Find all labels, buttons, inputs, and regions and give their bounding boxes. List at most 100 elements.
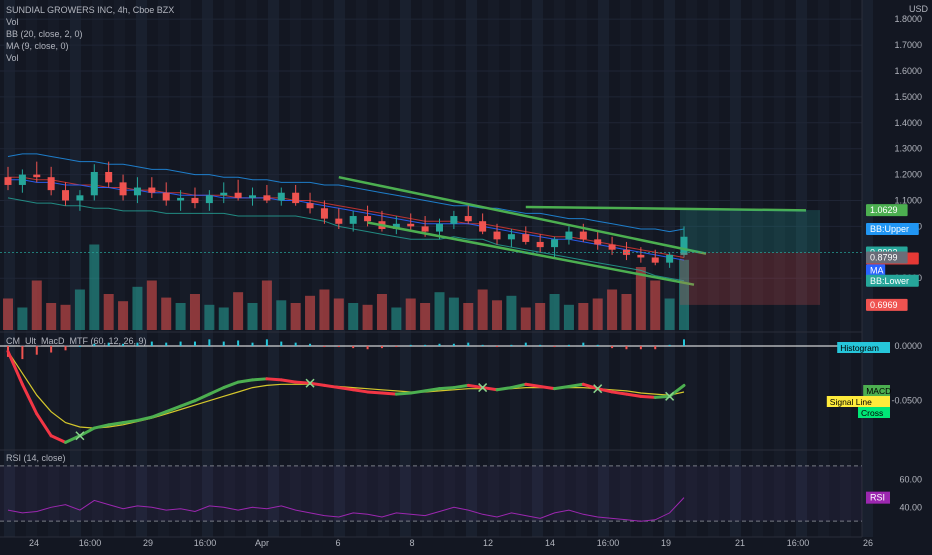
candle-body — [565, 231, 573, 240]
volume-bar — [679, 259, 689, 330]
session-stripe — [444, 0, 455, 537]
cross-marker — [665, 391, 675, 401]
candle-body — [594, 239, 602, 245]
price-label-text: MA — [870, 265, 884, 275]
macd-histogram-bar — [380, 345, 383, 349]
session-stripe — [642, 0, 653, 537]
macd-line-segment — [49, 434, 68, 444]
macd-histogram-bar — [611, 345, 614, 349]
session-stripe — [334, 0, 345, 537]
macd-line-segment — [6, 349, 24, 386]
volume-bar — [175, 303, 186, 330]
macd-label-tag — [858, 407, 890, 418]
macd-histogram-bar — [309, 343, 312, 346]
candle-body — [33, 174, 41, 178]
macd-histogram-bar — [337, 345, 340, 348]
macd-line-segment — [308, 381, 326, 387]
rsi-line — [7, 497, 685, 522]
candle-body — [62, 190, 70, 201]
session-stripe — [620, 0, 631, 537]
macd-line-segment — [251, 377, 269, 382]
macd-histogram-bar — [496, 345, 499, 348]
candle-body — [579, 231, 587, 240]
candle-body — [507, 234, 515, 240]
rsi-pane[interactable] — [0, 465, 862, 522]
candle-body — [421, 226, 429, 232]
session-stripe — [246, 0, 257, 537]
candle-body — [651, 257, 659, 263]
macd-histogram-bar — [251, 342, 254, 346]
legend-bb[interactable]: BB (20, close, 2, 0) — [6, 29, 83, 39]
volume-bar — [405, 298, 416, 330]
price-pane[interactable] — [0, 153, 862, 330]
macd-histogram-bar — [467, 342, 470, 346]
price-label-text: 0.8799 — [870, 253, 898, 263]
macd-line-segment — [481, 386, 499, 392]
macd-histogram-bar — [64, 345, 67, 351]
volume-bar — [290, 303, 301, 330]
macd-histogram-bar — [668, 344, 671, 346]
macd-histogram-bar — [193, 341, 196, 346]
rsi-tick-label: 60.00 — [899, 475, 922, 485]
legend-ma[interactable]: MA (9, close, 0) — [6, 41, 69, 51]
candle-body — [105, 172, 113, 183]
time-tick-label: 19 — [661, 538, 671, 548]
session-stripe — [840, 0, 851, 537]
price-label-tag — [866, 222, 919, 235]
candle-body — [464, 216, 472, 222]
volume-bar — [204, 304, 215, 330]
macd-histogram-bar — [639, 345, 642, 350]
volume-bar — [650, 280, 661, 330]
price-tick-label: 1.6000 — [894, 66, 922, 76]
volume-bar — [448, 297, 459, 330]
macd-histogram-bar — [567, 344, 570, 346]
macd-line-segment — [610, 390, 628, 396]
macd-line-segment — [20, 382, 39, 416]
volume-bar — [664, 298, 675, 330]
macd-histogram-bar — [179, 341, 182, 346]
chart-legend: SUNDIAL GROWERS INC, 4h, Cboe BZX Vol BB… — [6, 4, 174, 64]
time-tick-label: 8 — [409, 538, 414, 548]
volume-bar — [362, 304, 373, 330]
legend-vol-2[interactable]: Vol — [6, 53, 19, 63]
macd-histogram-bar — [93, 343, 96, 346]
rsi-title[interactable]: RSI (14, close) — [6, 453, 66, 463]
session-stripe — [224, 0, 235, 537]
macd-line-segment — [624, 392, 643, 398]
volume-bar — [3, 298, 13, 330]
macd-histogram-bar — [222, 341, 225, 346]
macd-line-segment — [639, 394, 657, 399]
macd-histogram-bar — [122, 343, 125, 346]
macd-line-segment — [236, 378, 255, 384]
macd-histogram-bar — [294, 342, 297, 346]
session-stripe — [818, 0, 829, 537]
time-axis[interactable]: 24 16:00 29 16:00 Apr 6 8 12 14 16:00 19 21 16:00 26 — [29, 538, 873, 548]
candle-body — [392, 223, 400, 229]
volume-bar — [463, 303, 474, 330]
macd-pane[interactable] — [0, 339, 862, 444]
macd-line-segment — [107, 421, 125, 427]
time-tick-label: 6 — [335, 538, 340, 548]
session-stripe — [730, 0, 741, 537]
macd-histogram-bar — [265, 339, 268, 346]
symbol-title[interactable]: SUNDIAL GROWERS INC, 4h, Cboe BZX — [6, 5, 175, 15]
macd-histogram-bar — [582, 342, 585, 346]
time-tick-label: 16:00 — [787, 538, 810, 548]
macd-title[interactable]: CM_Ult_MacD_MTF (60, 12, 26, 9) — [6, 336, 147, 346]
volume-bar — [103, 294, 114, 330]
session-stripe — [4, 0, 15, 537]
macd-line-segment — [581, 382, 600, 391]
macd-histogram-bar — [21, 345, 24, 360]
legend-vol[interactable]: Vol — [6, 17, 19, 27]
macd-histogram-bar — [208, 339, 211, 346]
macd-histogram-bar — [438, 343, 441, 346]
macd-label-text: Histogram — [840, 343, 879, 353]
macd-line-segment — [452, 383, 470, 390]
candle-body — [220, 192, 228, 196]
time-tick-label: 26 — [863, 538, 873, 548]
macd-histogram-bar — [78, 345, 81, 347]
macd-line-segment — [64, 434, 82, 444]
